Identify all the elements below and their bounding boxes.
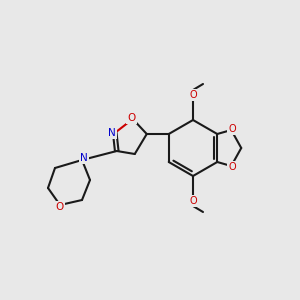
Text: N: N [108,128,116,138]
Text: O: O [189,196,197,206]
Text: O: O [56,202,64,212]
Text: O: O [228,124,236,134]
Text: O: O [128,113,136,123]
Text: O: O [228,162,236,172]
Text: O: O [189,90,197,100]
Text: N: N [80,153,88,163]
